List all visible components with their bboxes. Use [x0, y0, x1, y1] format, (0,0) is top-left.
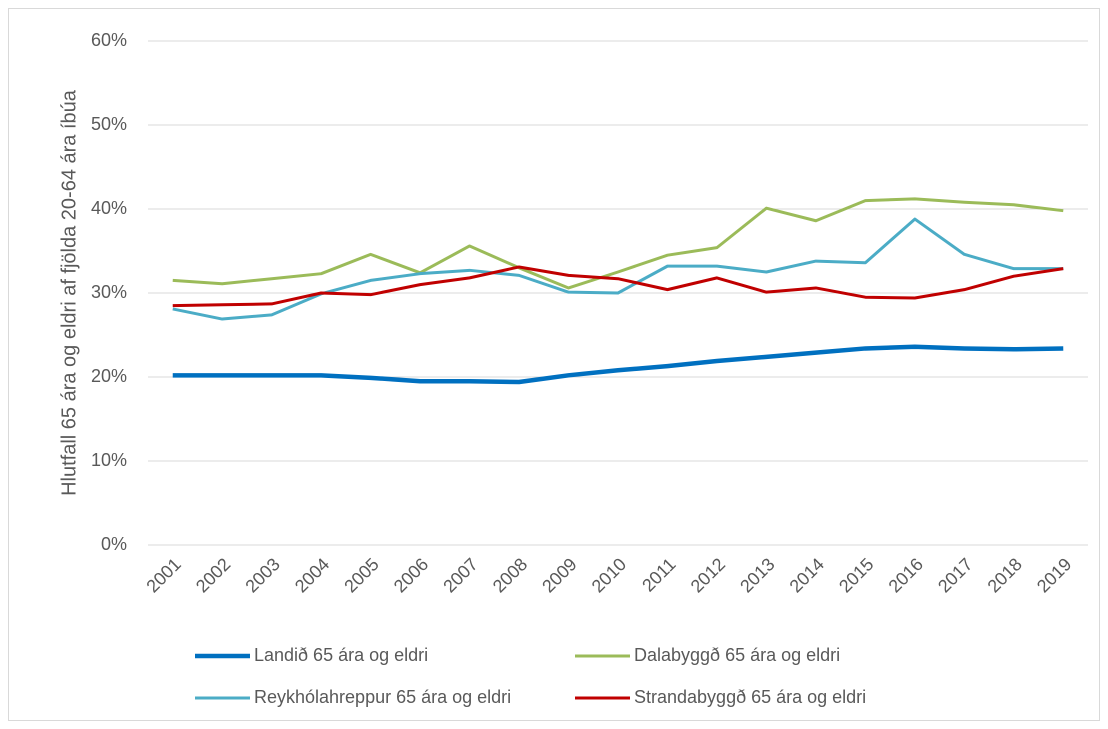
y-tick-label: 60%: [91, 30, 127, 50]
x-tick-label: 2007: [439, 554, 481, 596]
series-line: [172, 217, 1064, 321]
y-tick-label: 50%: [91, 114, 127, 134]
x-tick-label: 2014: [786, 554, 828, 596]
x-tick-label: 2001: [142, 554, 184, 596]
x-tick-label: 2004: [291, 554, 333, 596]
x-tick-label: 2018: [984, 554, 1026, 596]
y-tick-label: 10%: [91, 450, 127, 470]
x-tick-label: 2016: [885, 554, 927, 596]
x-tick-label: 2003: [241, 554, 283, 596]
legend-label: Reykhólahreppur 65 ára og eldri: [254, 687, 511, 707]
y-tick-label: 20%: [91, 366, 127, 386]
x-tick-label: 2019: [1033, 554, 1075, 596]
x-tick-label: 2009: [538, 554, 580, 596]
x-tick-label: 2012: [687, 554, 729, 596]
x-tick-label: 2008: [489, 554, 531, 596]
series-line: [172, 265, 1064, 308]
y-tick-label: 0%: [101, 534, 127, 554]
x-tick-label: 2017: [934, 554, 976, 596]
y-tick-label: 30%: [91, 282, 127, 302]
x-tick-label: 2011: [638, 554, 680, 596]
x-tick-label: 2006: [390, 554, 432, 596]
series-line: [172, 344, 1064, 385]
y-tick-label: 40%: [91, 198, 127, 218]
x-tick-label: 2005: [340, 554, 382, 596]
x-tick-label: 2002: [192, 554, 234, 596]
x-tick-label: 2015: [835, 554, 877, 596]
legend-label: Dalabyggð 65 ára og eldri: [634, 645, 840, 665]
legend-label: Strandabyggð 65 ára og eldri: [634, 687, 866, 707]
series-line: [172, 197, 1064, 290]
x-tick-label: 2013: [736, 554, 778, 596]
x-tick-label: 2010: [588, 554, 630, 596]
chart-border: [8, 8, 1100, 721]
legend-label: Landið 65 ára og eldri: [254, 645, 428, 665]
y-axis-label: Hlutfall 65 ára og eldri af fjölda 20-64…: [58, 89, 80, 496]
